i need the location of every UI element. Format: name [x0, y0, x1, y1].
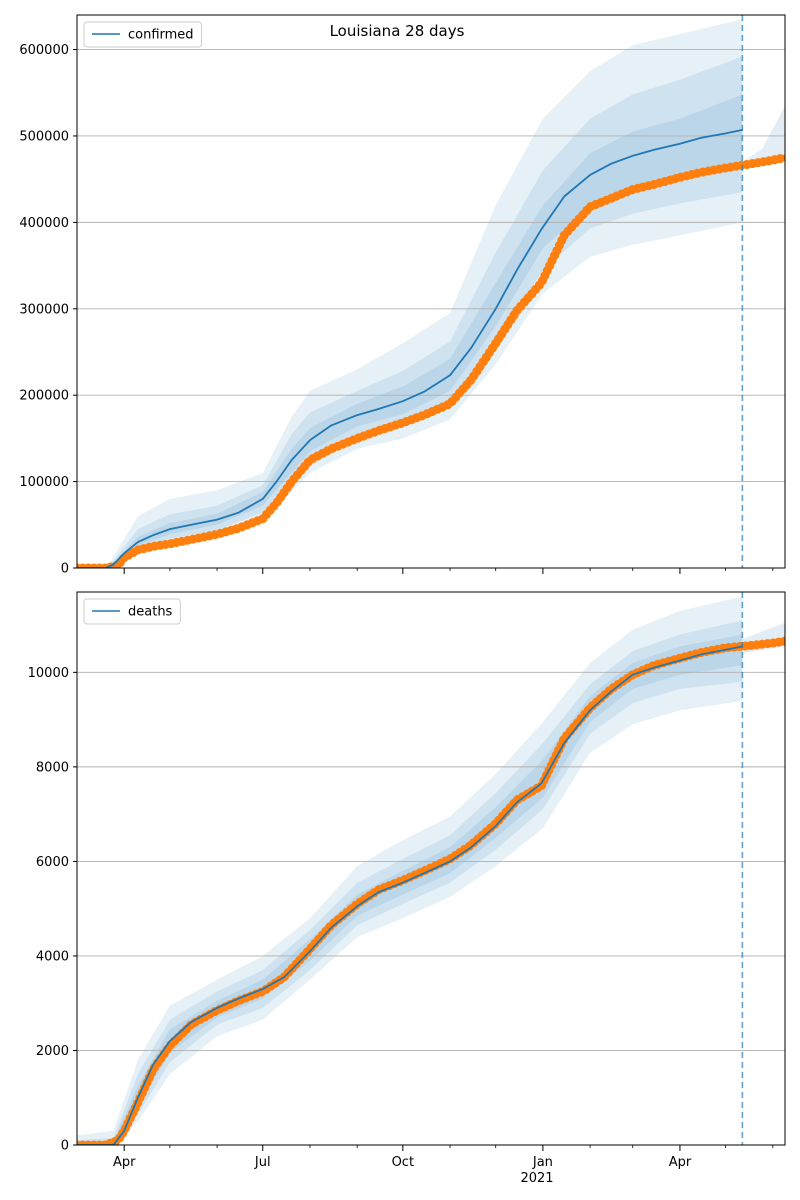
- forecast-uncertainty-band: [742, 105, 785, 169]
- y-tick-label: 4000: [36, 949, 69, 964]
- deaths-y-ticks: 0 2000 4000 6000 8000 10000: [28, 666, 77, 1154]
- deaths-legend: deaths: [83, 598, 181, 625]
- y-tick-label: 8000: [36, 760, 69, 775]
- middle-uncertainty-band: [77, 620, 743, 1145]
- confirmed-y-ticks: 0 100000 200000 300000 400000 500000 600000: [19, 43, 77, 577]
- middle-uncertainty-band: [77, 56, 743, 568]
- confirmed-series: [77, 15, 785, 568]
- y-tick-label: 100000: [19, 475, 69, 490]
- deaths-legend-box: [83, 598, 181, 625]
- y-tick-label: 300000: [19, 302, 69, 317]
- x-tick-label: Apr: [113, 1155, 136, 1170]
- confirmed-legend: confirmed: [83, 21, 203, 48]
- confirmed-legend-box: [83, 21, 203, 48]
- y-tick-label: 0: [61, 562, 69, 577]
- confirmed-gridlines: [77, 49, 785, 483]
- deaths-x-ticks: Apr Jul Oct Jan Apr: [113, 1145, 774, 1170]
- x-tick-label: Jul: [254, 1155, 271, 1170]
- y-tick-label: 200000: [19, 389, 69, 404]
- y-tick-label: 2000: [36, 1044, 69, 1059]
- confirmed-panel: 0 100000 200000 300000 400000 500000 600000 co…: [19, 14, 786, 577]
- y-tick-label: 0: [61, 1139, 69, 1154]
- inner-uncertainty-band: [77, 634, 743, 1145]
- y-tick-label: 600000: [19, 43, 69, 58]
- model-series-line: [77, 129, 743, 568]
- y-tick-label: 6000: [36, 855, 69, 870]
- outer-uncertainty-band: [77, 19, 743, 568]
- x-axis-year-label: 2021: [520, 1171, 553, 1186]
- y-tick-label: 500000: [19, 129, 69, 144]
- x-tick-label: Apr: [669, 1155, 692, 1170]
- confirmed-axes-frame: [76, 14, 786, 569]
- deaths-series: [77, 592, 785, 1145]
- deaths-gridlines: [77, 671, 785, 1051]
- chart-title: Louisiana 28 days: [330, 22, 465, 40]
- deaths-panel: 0 2000 4000 6000 8000 10000 Apr Jul Oct Jan Apr d…: [28, 591, 786, 1170]
- observed-series-core: [77, 154, 785, 568]
- observed-series-core: [77, 638, 785, 1145]
- inner-uncertainty-band: [77, 94, 743, 568]
- confirmed-uncertainty-bands: [77, 19, 785, 568]
- y-tick-label: 10000: [28, 666, 69, 681]
- model-series-line: [77, 645, 743, 1145]
- x-tick-label: Jan: [532, 1155, 553, 1170]
- confirmed-x-ticks: [123, 568, 774, 574]
- y-tick-label: 400000: [19, 216, 69, 231]
- x-tick-label: Oct: [392, 1155, 414, 1170]
- confirmed-legend-label: confirmed: [128, 28, 194, 43]
- deaths-legend-label: deaths: [128, 605, 173, 620]
- deaths-axes-frame: [76, 591, 786, 1146]
- outer-uncertainty-band: [77, 596, 743, 1145]
